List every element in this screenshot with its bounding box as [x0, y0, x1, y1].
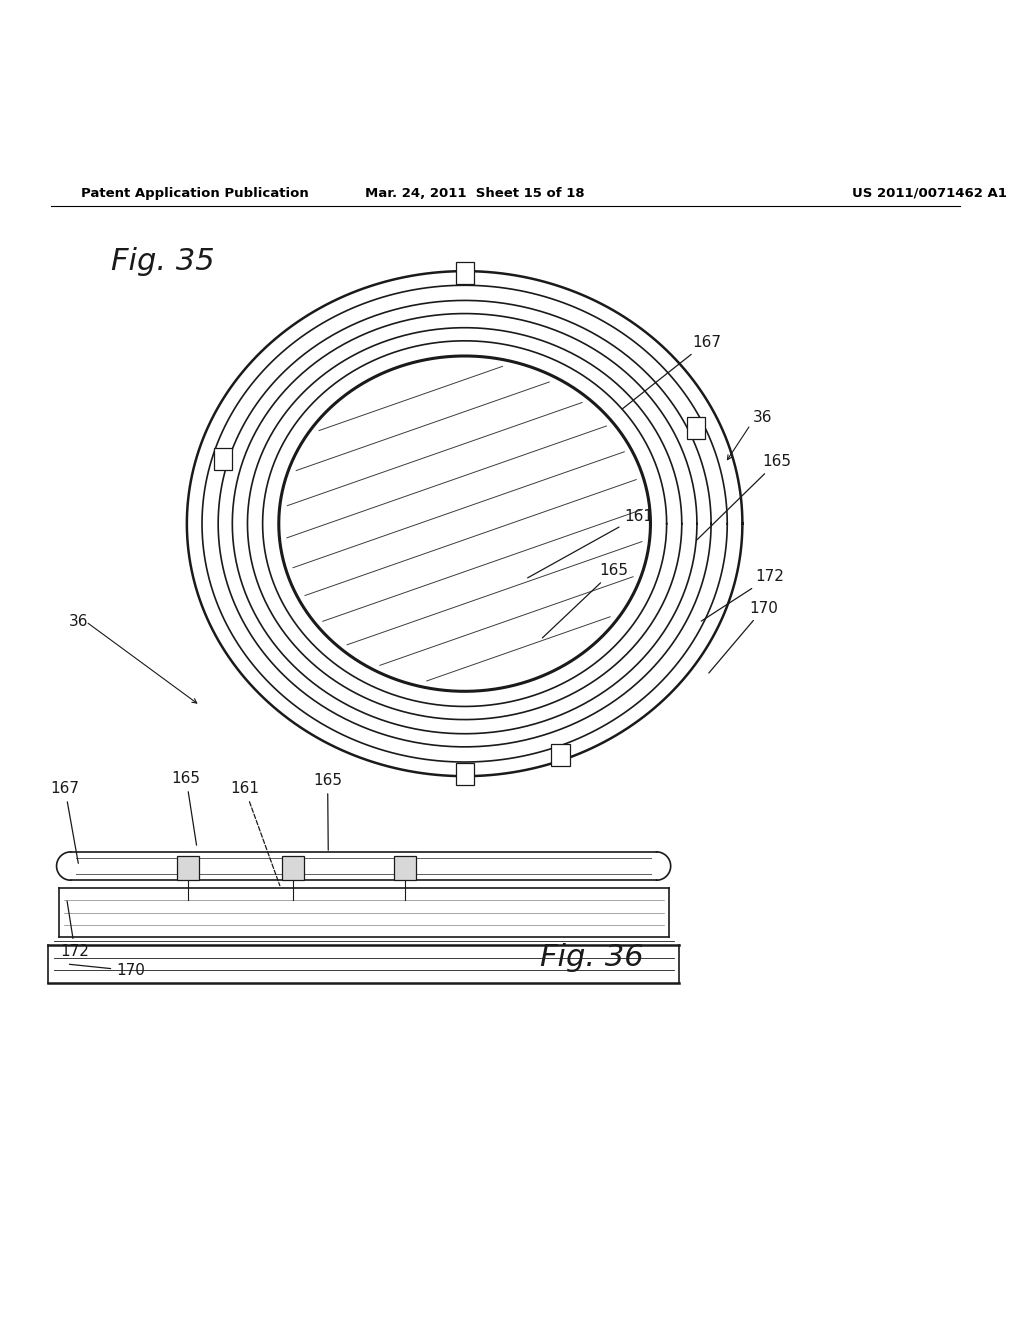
Bar: [456, 763, 474, 785]
Text: 172: 172: [60, 902, 89, 958]
Text: 165: 165: [313, 774, 342, 850]
Bar: [393, 855, 416, 880]
Text: US 2011/0071462 A1: US 2011/0071462 A1: [852, 187, 1007, 199]
Bar: [551, 744, 569, 766]
Bar: [687, 417, 706, 438]
Text: 170: 170: [70, 964, 145, 978]
Bar: [283, 855, 304, 880]
Text: 167: 167: [50, 781, 80, 863]
Text: 165: 165: [543, 564, 628, 638]
Text: 165: 165: [697, 454, 792, 540]
Text: Fig. 35: Fig. 35: [112, 247, 215, 276]
Text: Mar. 24, 2011  Sheet 15 of 18: Mar. 24, 2011 Sheet 15 of 18: [365, 187, 585, 199]
Bar: [214, 447, 231, 470]
Text: 172: 172: [701, 569, 784, 622]
Text: 161: 161: [230, 781, 280, 886]
Text: Patent Application Publication: Patent Application Publication: [81, 187, 308, 199]
Bar: [456, 263, 474, 284]
Text: Fig. 36: Fig. 36: [541, 944, 644, 973]
Text: 161: 161: [527, 508, 653, 578]
Text: 170: 170: [709, 601, 778, 673]
Text: 36: 36: [69, 614, 88, 630]
Text: 167: 167: [622, 335, 721, 409]
Text: 36: 36: [753, 411, 772, 425]
Text: 165: 165: [172, 771, 201, 845]
Bar: [177, 855, 199, 880]
